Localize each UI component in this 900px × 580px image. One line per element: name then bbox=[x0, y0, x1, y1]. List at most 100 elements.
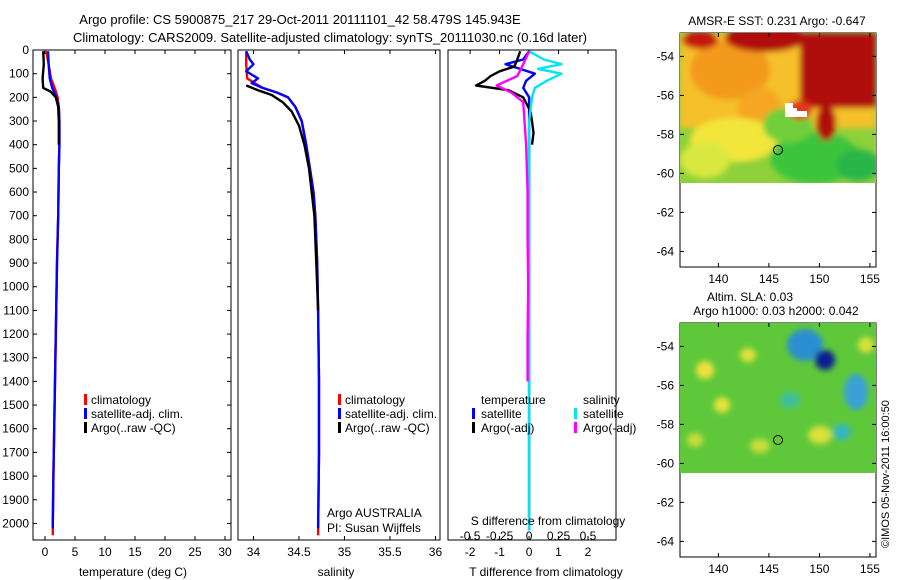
y-tick-label: 600 bbox=[9, 185, 29, 199]
salinity-plot-frame bbox=[237, 49, 441, 541]
legend-swatch-t-satellite bbox=[472, 408, 475, 419]
legend-swatch-argo bbox=[338, 422, 341, 433]
temperature-axis-ticks: 0100200300400500600700800900100011001200… bbox=[2, 43, 232, 559]
series-line-satellite-adj-clim- bbox=[46, 51, 61, 529]
y-tick-label: 1600 bbox=[2, 422, 29, 436]
sst-yellow-tongue bbox=[680, 142, 730, 178]
y-tick-label: 700 bbox=[9, 209, 29, 223]
sla-high-patch bbox=[714, 397, 730, 413]
map-y-tick-label: -56 bbox=[657, 378, 675, 392]
sst-missing-data bbox=[785, 103, 807, 117]
sla-low-patch bbox=[787, 329, 823, 361]
map-y-tick-label: -54 bbox=[657, 49, 675, 63]
map-y-tick-label: -64 bbox=[657, 244, 675, 258]
sla-high-patch bbox=[696, 361, 714, 379]
difference-plot-frame bbox=[447, 49, 617, 541]
map-x-tick-label: 150 bbox=[809, 562, 829, 576]
sla-low-patch bbox=[815, 350, 835, 370]
sst-map-field bbox=[680, 33, 876, 183]
sst-map-axis-ticks: 140 145 150 155 -54 -56 -58 -60 -62 -64 bbox=[657, 33, 880, 286]
series-line-argo-raw-qc- bbox=[41, 51, 60, 145]
difference-xlabel: T difference from climatology bbox=[469, 565, 623, 579]
y-tick-label: 100 bbox=[9, 67, 29, 81]
sla-map-field bbox=[680, 323, 876, 473]
sst-hot-lobe bbox=[816, 105, 836, 141]
temperature-legend: climatology satellite-adj. clim. Argo(..… bbox=[84, 393, 183, 435]
salinity-axis-ticks: 34 34.5 35 35.5 36 bbox=[247, 50, 443, 559]
sla-low-patch bbox=[780, 392, 800, 408]
map-x-tick-label: 150 bbox=[809, 272, 829, 286]
temperature-plot-frame bbox=[32, 49, 232, 541]
x-tick-label: 34.5 bbox=[287, 545, 311, 559]
y-tick-label: 1500 bbox=[2, 398, 29, 412]
legend-label-argo: Argo(..raw -QC) bbox=[345, 421, 430, 435]
series-line-argo-raw-qc- bbox=[245, 84, 320, 311]
legend-label-t-satellite: satellite bbox=[481, 407, 522, 421]
legend-header-temperature: temperature bbox=[481, 393, 546, 407]
legend-label-s-argo: Argo(-adj) bbox=[583, 421, 636, 435]
s-tick-label: -0.25 bbox=[486, 529, 514, 543]
x-tick-label: 0 bbox=[526, 545, 533, 559]
sla-map-axis-ticks: 140 145 150 155 -54 -56 -58 -60 -62 -64 bbox=[657, 323, 880, 576]
series-line-satellite bbox=[527, 50, 563, 531]
y-tick-label: 300 bbox=[9, 114, 29, 128]
map-y-tick-label: -56 bbox=[657, 88, 675, 102]
difference-axis-ticks: -2 -1 0 1 2 -0.5 -0.25 0 0.25 0.5 bbox=[460, 50, 597, 559]
legend-swatch-s-satellite bbox=[574, 408, 577, 419]
legend-label-t-argo: Argo(-adj) bbox=[481, 421, 534, 435]
sst-cold-patch bbox=[836, 149, 876, 181]
x-tick-label: 1 bbox=[555, 545, 562, 559]
sla-base bbox=[680, 323, 876, 473]
map-y-tick-label: -62 bbox=[657, 205, 675, 219]
sst-hot-region bbox=[800, 33, 876, 108]
y-tick-label: 1300 bbox=[2, 351, 29, 365]
legend-label-satellite: satellite-adj. clim. bbox=[345, 407, 437, 421]
map-x-tick-label: 145 bbox=[759, 562, 779, 576]
temperature-xlabel: temperature (deg C) bbox=[79, 565, 187, 579]
map-y-tick-label: -64 bbox=[657, 534, 675, 548]
legend-label-climatology: climatology bbox=[91, 393, 151, 407]
argo-position-marker bbox=[773, 145, 783, 155]
y-tick-label: 1200 bbox=[2, 327, 29, 341]
pi-label: PI: Susan Wijffels bbox=[327, 521, 421, 535]
legend-swatch-t-argo bbox=[472, 422, 475, 433]
legend-swatch-satellite bbox=[84, 408, 87, 419]
legend-swatch-climatology bbox=[338, 394, 341, 405]
x-tick-label: 36 bbox=[429, 545, 443, 559]
difference-xlabel-top: S difference from climatology bbox=[471, 514, 626, 528]
argo-source-label: Argo AUSTRALIA bbox=[327, 506, 422, 520]
map-y-tick-label: -54 bbox=[657, 339, 675, 353]
x-tick-label: 30 bbox=[218, 545, 232, 559]
figure-title-line1: Argo profile: CS 5900875_217 29-Oct-2011… bbox=[79, 12, 521, 27]
y-tick-label: 1000 bbox=[2, 280, 29, 294]
s-tick-label: 0.25 bbox=[547, 529, 571, 543]
sst-orange-patch bbox=[690, 40, 770, 100]
legend-header-salinity: salinity bbox=[583, 393, 620, 407]
legend-label-satellite: satellite-adj. clim. bbox=[91, 407, 183, 421]
y-tick-label: 400 bbox=[9, 138, 29, 152]
y-tick-label: 1700 bbox=[2, 445, 29, 459]
sla-low-patch bbox=[844, 374, 868, 410]
map-x-tick-label: 145 bbox=[759, 272, 779, 286]
x-tick-label: 25 bbox=[188, 545, 202, 559]
x-tick-label: -1 bbox=[494, 545, 505, 559]
salinity-profile-lines bbox=[245, 50, 321, 536]
sla-low-patch bbox=[833, 424, 851, 440]
argo-position-marker bbox=[773, 435, 783, 445]
salinity-xlabel: salinity bbox=[318, 565, 355, 579]
map-x-tick-label: 155 bbox=[860, 272, 880, 286]
sla-high-patch bbox=[808, 426, 832, 444]
sla-high-patch bbox=[858, 337, 874, 353]
salinity-legend: climatology satellite-adj. clim. Argo(..… bbox=[338, 393, 437, 435]
sst-hot-region bbox=[682, 33, 718, 49]
sla-high-patch bbox=[740, 348, 756, 362]
y-tick-label: 200 bbox=[9, 90, 29, 104]
y-tick-label: 1100 bbox=[3, 303, 29, 317]
x-tick-label: 35.5 bbox=[378, 545, 402, 559]
sla-high-patch bbox=[687, 433, 703, 447]
map-x-tick-label: 140 bbox=[708, 562, 728, 576]
legend-swatch-argo bbox=[84, 422, 87, 433]
s-tick-label: 0.5 bbox=[580, 529, 597, 543]
x-tick-label: 2 bbox=[585, 545, 592, 559]
x-tick-label: -2 bbox=[465, 545, 476, 559]
